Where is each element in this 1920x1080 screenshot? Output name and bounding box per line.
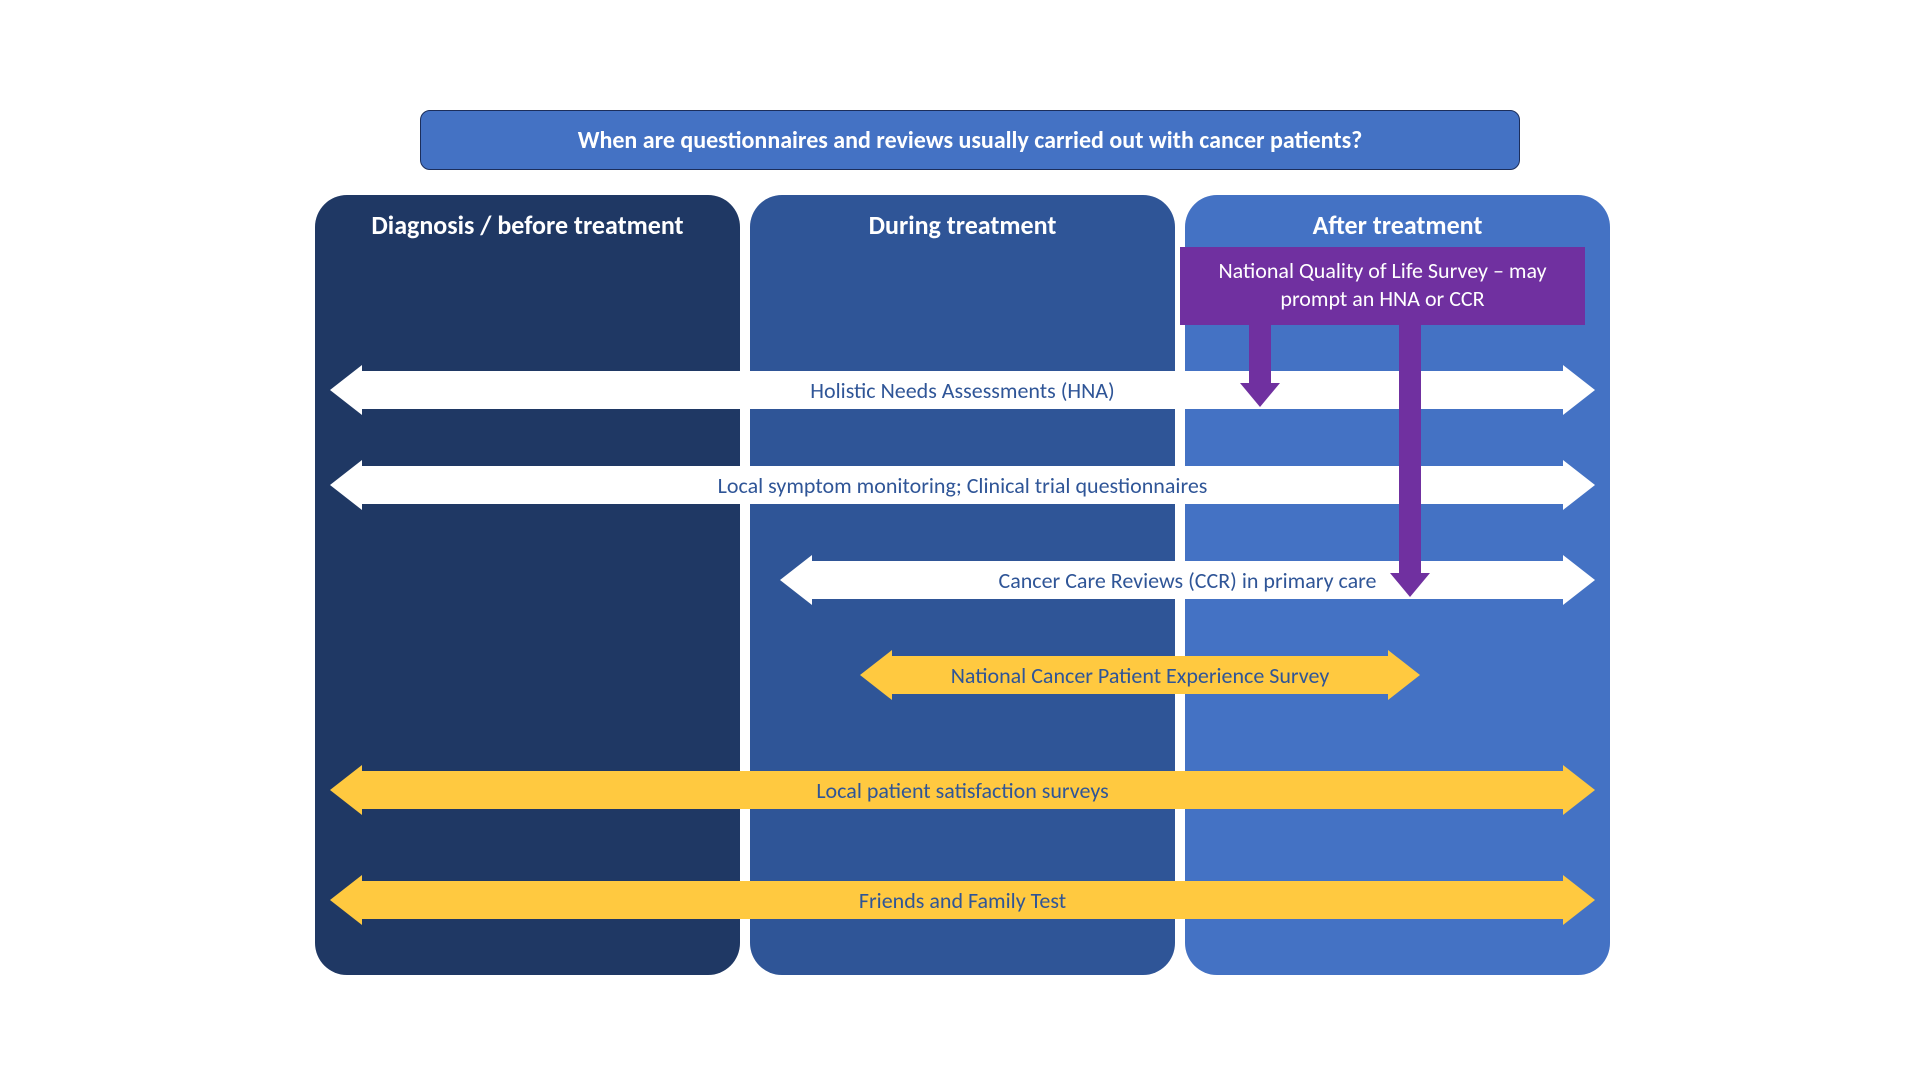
phase-label: Diagnosis / before treatment: [315, 209, 740, 241]
callout-arrow-head-icon: [1240, 383, 1280, 407]
timeline-arrow: Friends and Family Test: [330, 875, 1595, 925]
callout-arrow-head-icon: [1390, 573, 1430, 597]
phase-label: During treatment: [750, 209, 1175, 241]
diagram-canvas: When are questionnaires and reviews usua…: [220, 105, 1700, 975]
timeline-arrow-label: National Cancer Patient Experience Surve…: [951, 662, 1330, 689]
callout-arrow-line: [1249, 325, 1271, 385]
timeline-arrow-label: Local symptom monitoring; Clinical trial…: [718, 472, 1208, 499]
timeline-arrow: National Cancer Patient Experience Surve…: [860, 650, 1420, 700]
phase-column: Diagnosis / before treatment: [315, 195, 740, 975]
callout-box: National Quality of Life Survey – may pr…: [1180, 247, 1585, 325]
timeline-arrow: Cancer Care Reviews (CCR) in primary car…: [780, 555, 1595, 605]
callout-arrow-line: [1399, 325, 1421, 575]
phase-label: After treatment: [1185, 209, 1610, 241]
title-bar: When are questionnaires and reviews usua…: [420, 110, 1520, 170]
title-text: When are questionnaires and reviews usua…: [578, 126, 1363, 155]
timeline-arrow-label: Cancer Care Reviews (CCR) in primary car…: [998, 567, 1376, 594]
timeline-arrow-label: Local patient satisfaction surveys: [816, 777, 1108, 804]
callout-text: National Quality of Life Survey – may pr…: [1218, 257, 1546, 312]
timeline-arrow-label: Holistic Needs Assessments (HNA): [810, 377, 1114, 404]
timeline-arrow: Local patient satisfaction surveys: [330, 765, 1595, 815]
timeline-arrow-label: Friends and Family Test: [859, 887, 1066, 914]
